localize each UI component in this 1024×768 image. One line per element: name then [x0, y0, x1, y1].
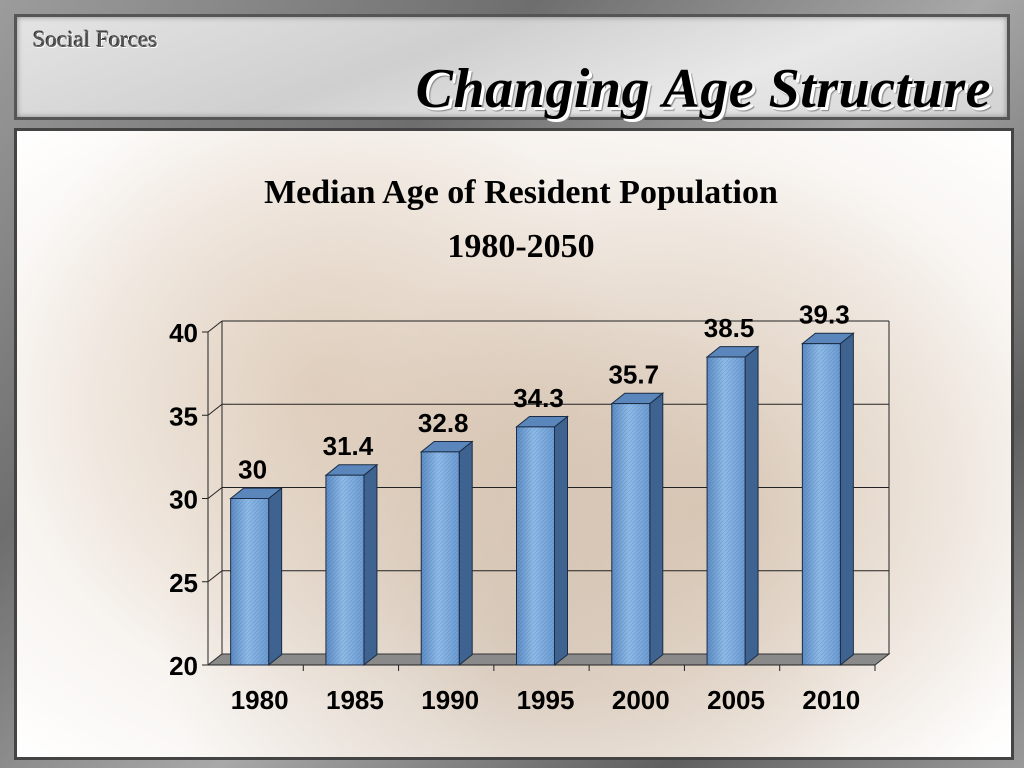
chart-subtitle: 1980-2050	[447, 228, 594, 265]
bar-side	[554, 415, 568, 667]
data-label: 34.3	[513, 383, 564, 413]
y-tick-label: 25	[169, 568, 198, 598]
y-tick-label: 40	[169, 318, 198, 348]
bar-texture	[707, 356, 746, 665]
bar-texture	[802, 343, 841, 665]
y-tick-label: 35	[169, 401, 198, 431]
gridline-side	[207, 403, 223, 416]
x-tick-label: 1980	[231, 685, 289, 715]
data-label: 39.3	[799, 300, 850, 330]
bar-side	[744, 345, 759, 667]
bar-side	[458, 440, 473, 667]
x-tick-label: 2005	[707, 685, 765, 715]
x-tick-label: 1985	[326, 685, 384, 715]
bar-texture	[516, 426, 555, 665]
chart-bars	[229, 332, 855, 667]
y-tick-label: 30	[169, 485, 198, 515]
x-tick-label: 2000	[612, 685, 670, 715]
gridline-side	[207, 570, 223, 583]
data-label: 35.7	[608, 360, 659, 390]
bar-texture	[230, 498, 269, 665]
x-tick-label: 2010	[802, 685, 860, 715]
slide-title: Changing Age Structure	[415, 58, 991, 120]
bar-texture	[611, 403, 650, 665]
chart-title: Median Age of Resident Population	[264, 174, 778, 211]
bar-side	[839, 332, 854, 667]
bar-side	[268, 487, 283, 667]
gridline-side	[207, 320, 223, 333]
bar-side	[363, 463, 378, 667]
data-label: 31.4	[323, 431, 374, 461]
y-tick-label: 20	[169, 651, 198, 681]
bar-side	[649, 392, 664, 667]
data-label: 32.8	[418, 408, 469, 438]
chart-labels: 30 1980 31.4 1985 32.8 1990 34.3 1995 35.7 2000 38…	[231, 300, 861, 715]
x-tick-label: 1990	[421, 685, 479, 715]
x-tick-label: 1995	[517, 685, 575, 715]
bar-texture	[421, 451, 460, 665]
bar-texture	[325, 475, 364, 665]
slide-header: Social Forces Changing Age Structure	[14, 14, 1010, 120]
gridline-side	[207, 487, 223, 499]
section-label: Social Forces	[33, 27, 158, 52]
data-label: 38.5	[704, 313, 755, 343]
data-label: 30	[238, 455, 267, 485]
